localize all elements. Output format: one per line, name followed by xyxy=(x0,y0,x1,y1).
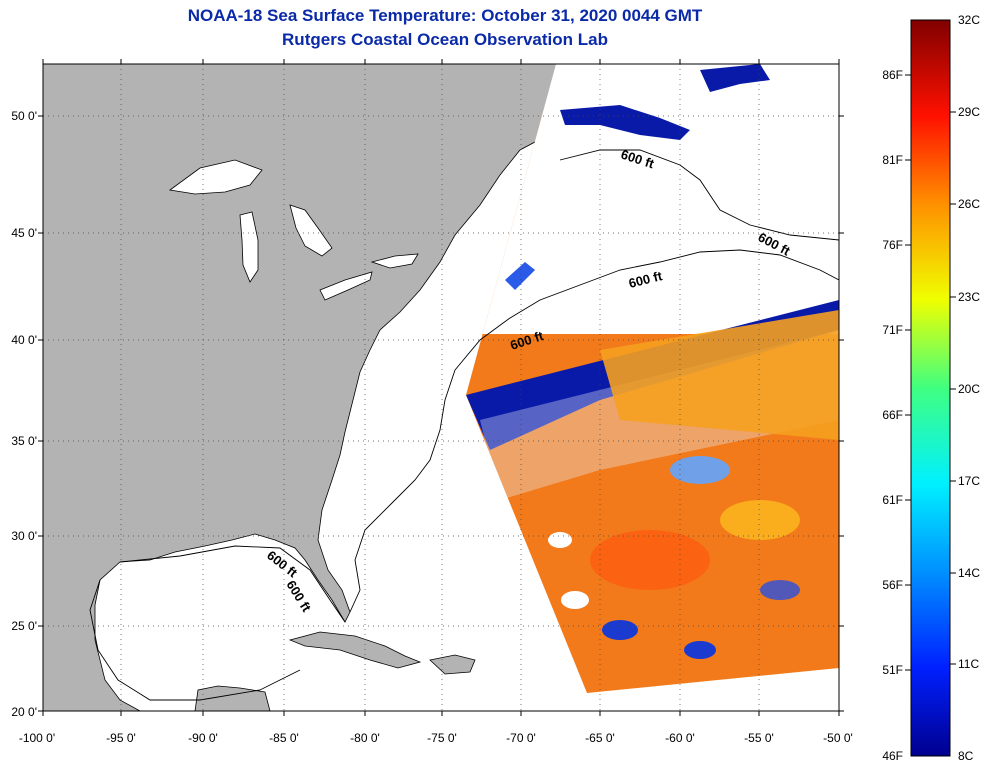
colorbar-f-label: 66F xyxy=(882,408,903,422)
colorbar-c-label: 8C xyxy=(958,749,974,763)
lon-label: -50 0' xyxy=(823,731,853,745)
isobath-600ft-lines xyxy=(89,149,839,701)
lat-label: 30 0' xyxy=(11,529,37,543)
map-title: NOAA-18 Sea Surface Temperature: October… xyxy=(187,6,703,25)
lon-label: -80 0' xyxy=(350,731,380,745)
lon-label: -100 0' xyxy=(19,731,55,745)
colorbar-f-label: 81F xyxy=(882,153,903,167)
land-yucatan xyxy=(194,685,271,711)
colorbar-c-label: 20C xyxy=(958,382,980,396)
temperature-colorbar: 86F 81F 76F 71F 66F 61F 56F 51F 46F 32C … xyxy=(882,13,980,763)
map-subtitle: Rutgers Coastal Ocean Observation Lab xyxy=(282,30,608,49)
colorbar-f-label: 61F xyxy=(882,493,903,507)
colorbar-f-label: 56F xyxy=(882,578,903,592)
lat-label: 20 0' xyxy=(11,705,37,719)
land-cuba xyxy=(288,631,422,669)
colorbar-gradient xyxy=(910,19,951,757)
lon-label: -55 0' xyxy=(744,731,774,745)
colorbar-c-label: 14C xyxy=(958,566,980,580)
map-frame-ticks xyxy=(38,59,844,716)
colorbar-c-label: 26C xyxy=(958,197,980,211)
lat-label: 25 0' xyxy=(11,619,37,633)
lon-label: -60 0' xyxy=(665,731,695,745)
land-hispaniola xyxy=(429,654,476,675)
lat-label: 40 0' xyxy=(11,333,37,347)
colorbar-f-label: 71F xyxy=(882,323,903,337)
colorbar-f-label: 46F xyxy=(882,749,903,763)
colorbar-c-label: 23C xyxy=(958,290,980,304)
map-frame xyxy=(42,63,840,712)
cold-water-gulf-st-lawrence xyxy=(560,105,690,140)
colorbar-f-label: 86F xyxy=(882,68,903,82)
lon-label: -65 0' xyxy=(585,731,615,745)
lon-label: -75 0' xyxy=(427,731,457,745)
cold-water-fundy xyxy=(505,262,535,290)
lon-label: -95 0' xyxy=(106,731,136,745)
lon-label: -90 0' xyxy=(188,731,218,745)
colorbar-c-label: 32C xyxy=(958,13,980,27)
lake-michigan xyxy=(239,211,259,283)
colorbar-c-label: 11C xyxy=(958,657,979,671)
longitude-axis: -100 0' -95 0' -90 0' -85 0' -80 0' -75 … xyxy=(19,731,853,745)
land-north-america xyxy=(43,64,576,711)
lake-huron xyxy=(289,204,333,257)
lake-superior xyxy=(168,159,263,195)
colorbar-f-label: 51F xyxy=(882,663,903,677)
lat-label: 45 0' xyxy=(11,226,37,240)
colorbar-f-label: 76F xyxy=(882,238,903,252)
lon-label: -70 0' xyxy=(506,731,536,745)
lake-ontario xyxy=(370,253,419,269)
cold-water-labrador xyxy=(700,64,770,92)
lat-label: 50 0' xyxy=(11,109,37,123)
colorbar-c-label: 29C xyxy=(958,105,980,119)
colorbar-c-label: 17C xyxy=(958,474,980,488)
lake-erie xyxy=(319,271,373,301)
lat-label: 35 0' xyxy=(11,434,37,448)
latitude-axis: 50 0' 45 0' 40 0' 35 0' 30 0' 25 0' 20 0… xyxy=(11,109,37,719)
lon-label: -85 0' xyxy=(269,731,299,745)
